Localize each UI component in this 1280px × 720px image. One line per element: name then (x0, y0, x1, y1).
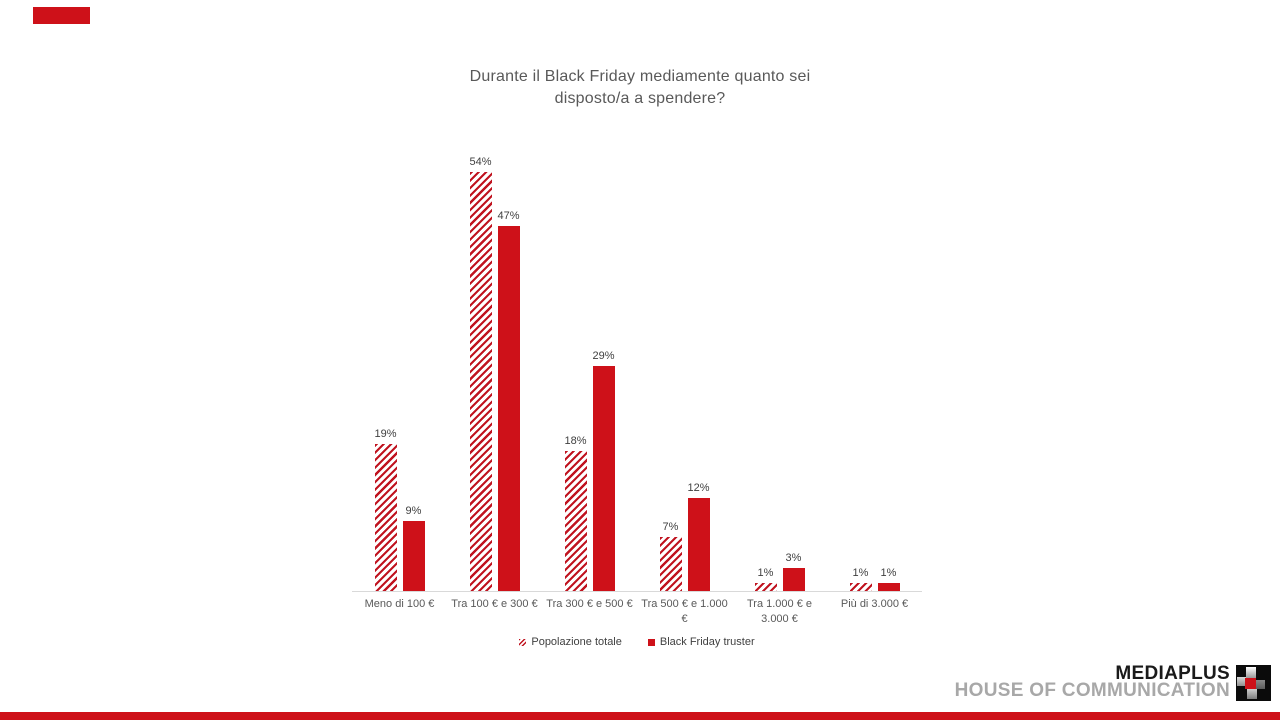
brand-tagline: HOUSE OF COMMUNICATION (954, 680, 1230, 701)
mediaplus-logo: MEDIAPLUS HOUSE OF COMMUNICATION (954, 663, 1271, 701)
value-label: 1% (757, 567, 774, 580)
chart-title-line2: disposto/a a spendere? (554, 90, 726, 107)
value-label: 12% (687, 481, 710, 494)
bar-black-friday-truster (687, 497, 710, 591)
brand-name: MEDIAPLUS (1115, 663, 1230, 684)
bar-popolazione-totale (564, 451, 587, 591)
mediaplus-plus-icon (1236, 665, 1271, 701)
slide-accent-mark (33, 7, 90, 24)
bar-popolazione-totale (469, 171, 492, 591)
bar-black-friday-truster (592, 365, 615, 591)
value-label: 9% (405, 505, 422, 518)
value-label: 18% (564, 435, 587, 448)
slide-footer-bar (0, 712, 1280, 720)
bar-black-friday-truster (497, 226, 520, 591)
bar-popolazione-totale (754, 583, 777, 591)
value-label: 47% (497, 210, 520, 223)
bar-black-friday-truster (877, 583, 900, 591)
category-label: Tra 500 € e 1.000 € (641, 598, 728, 625)
value-label: 3% (785, 551, 802, 564)
category-label: Più di 3.000 € (840, 598, 909, 610)
legend-label: Black Friday truster (659, 636, 755, 648)
legend-label: Popolazione totale (531, 636, 622, 648)
category-label: Tra 1.000 € e 3.000 € (746, 598, 813, 625)
value-label: 1% (852, 567, 869, 580)
chart-legend: Popolazione totale Black Friday truster (352, 636, 922, 648)
bar-black-friday-truster (402, 521, 425, 591)
x-axis-line (352, 591, 922, 592)
striped-swatch-icon (519, 638, 527, 646)
category-label: Tra 100 € e 300 € (451, 598, 538, 610)
bar-popolazione-totale (659, 536, 682, 591)
value-label: 29% (592, 349, 615, 362)
legend-item-black-friday-truster: Black Friday truster (647, 636, 755, 648)
chart-title: Durante il Black Friday mediamente quant… (0, 66, 1280, 110)
bar-black-friday-truster (782, 567, 805, 591)
value-label: 54% (469, 155, 492, 168)
bar-popolazione-totale (849, 583, 872, 591)
solid-swatch-icon (647, 638, 655, 646)
bar-popolazione-totale (374, 443, 397, 591)
category-label: Meno di 100 € (364, 598, 435, 610)
chart-title-line1: Durante il Black Friday mediamente quant… (469, 68, 811, 85)
value-label: 7% (662, 520, 679, 533)
value-label: 1% (880, 567, 897, 580)
legend-item-popolazione-totale: Popolazione totale (519, 636, 622, 648)
logo-text: MEDIAPLUS HOUSE OF COMMUNICATION (954, 663, 1230, 701)
category-label: Tra 300 € e 500 € (546, 598, 633, 610)
value-label: 19% (374, 427, 397, 440)
